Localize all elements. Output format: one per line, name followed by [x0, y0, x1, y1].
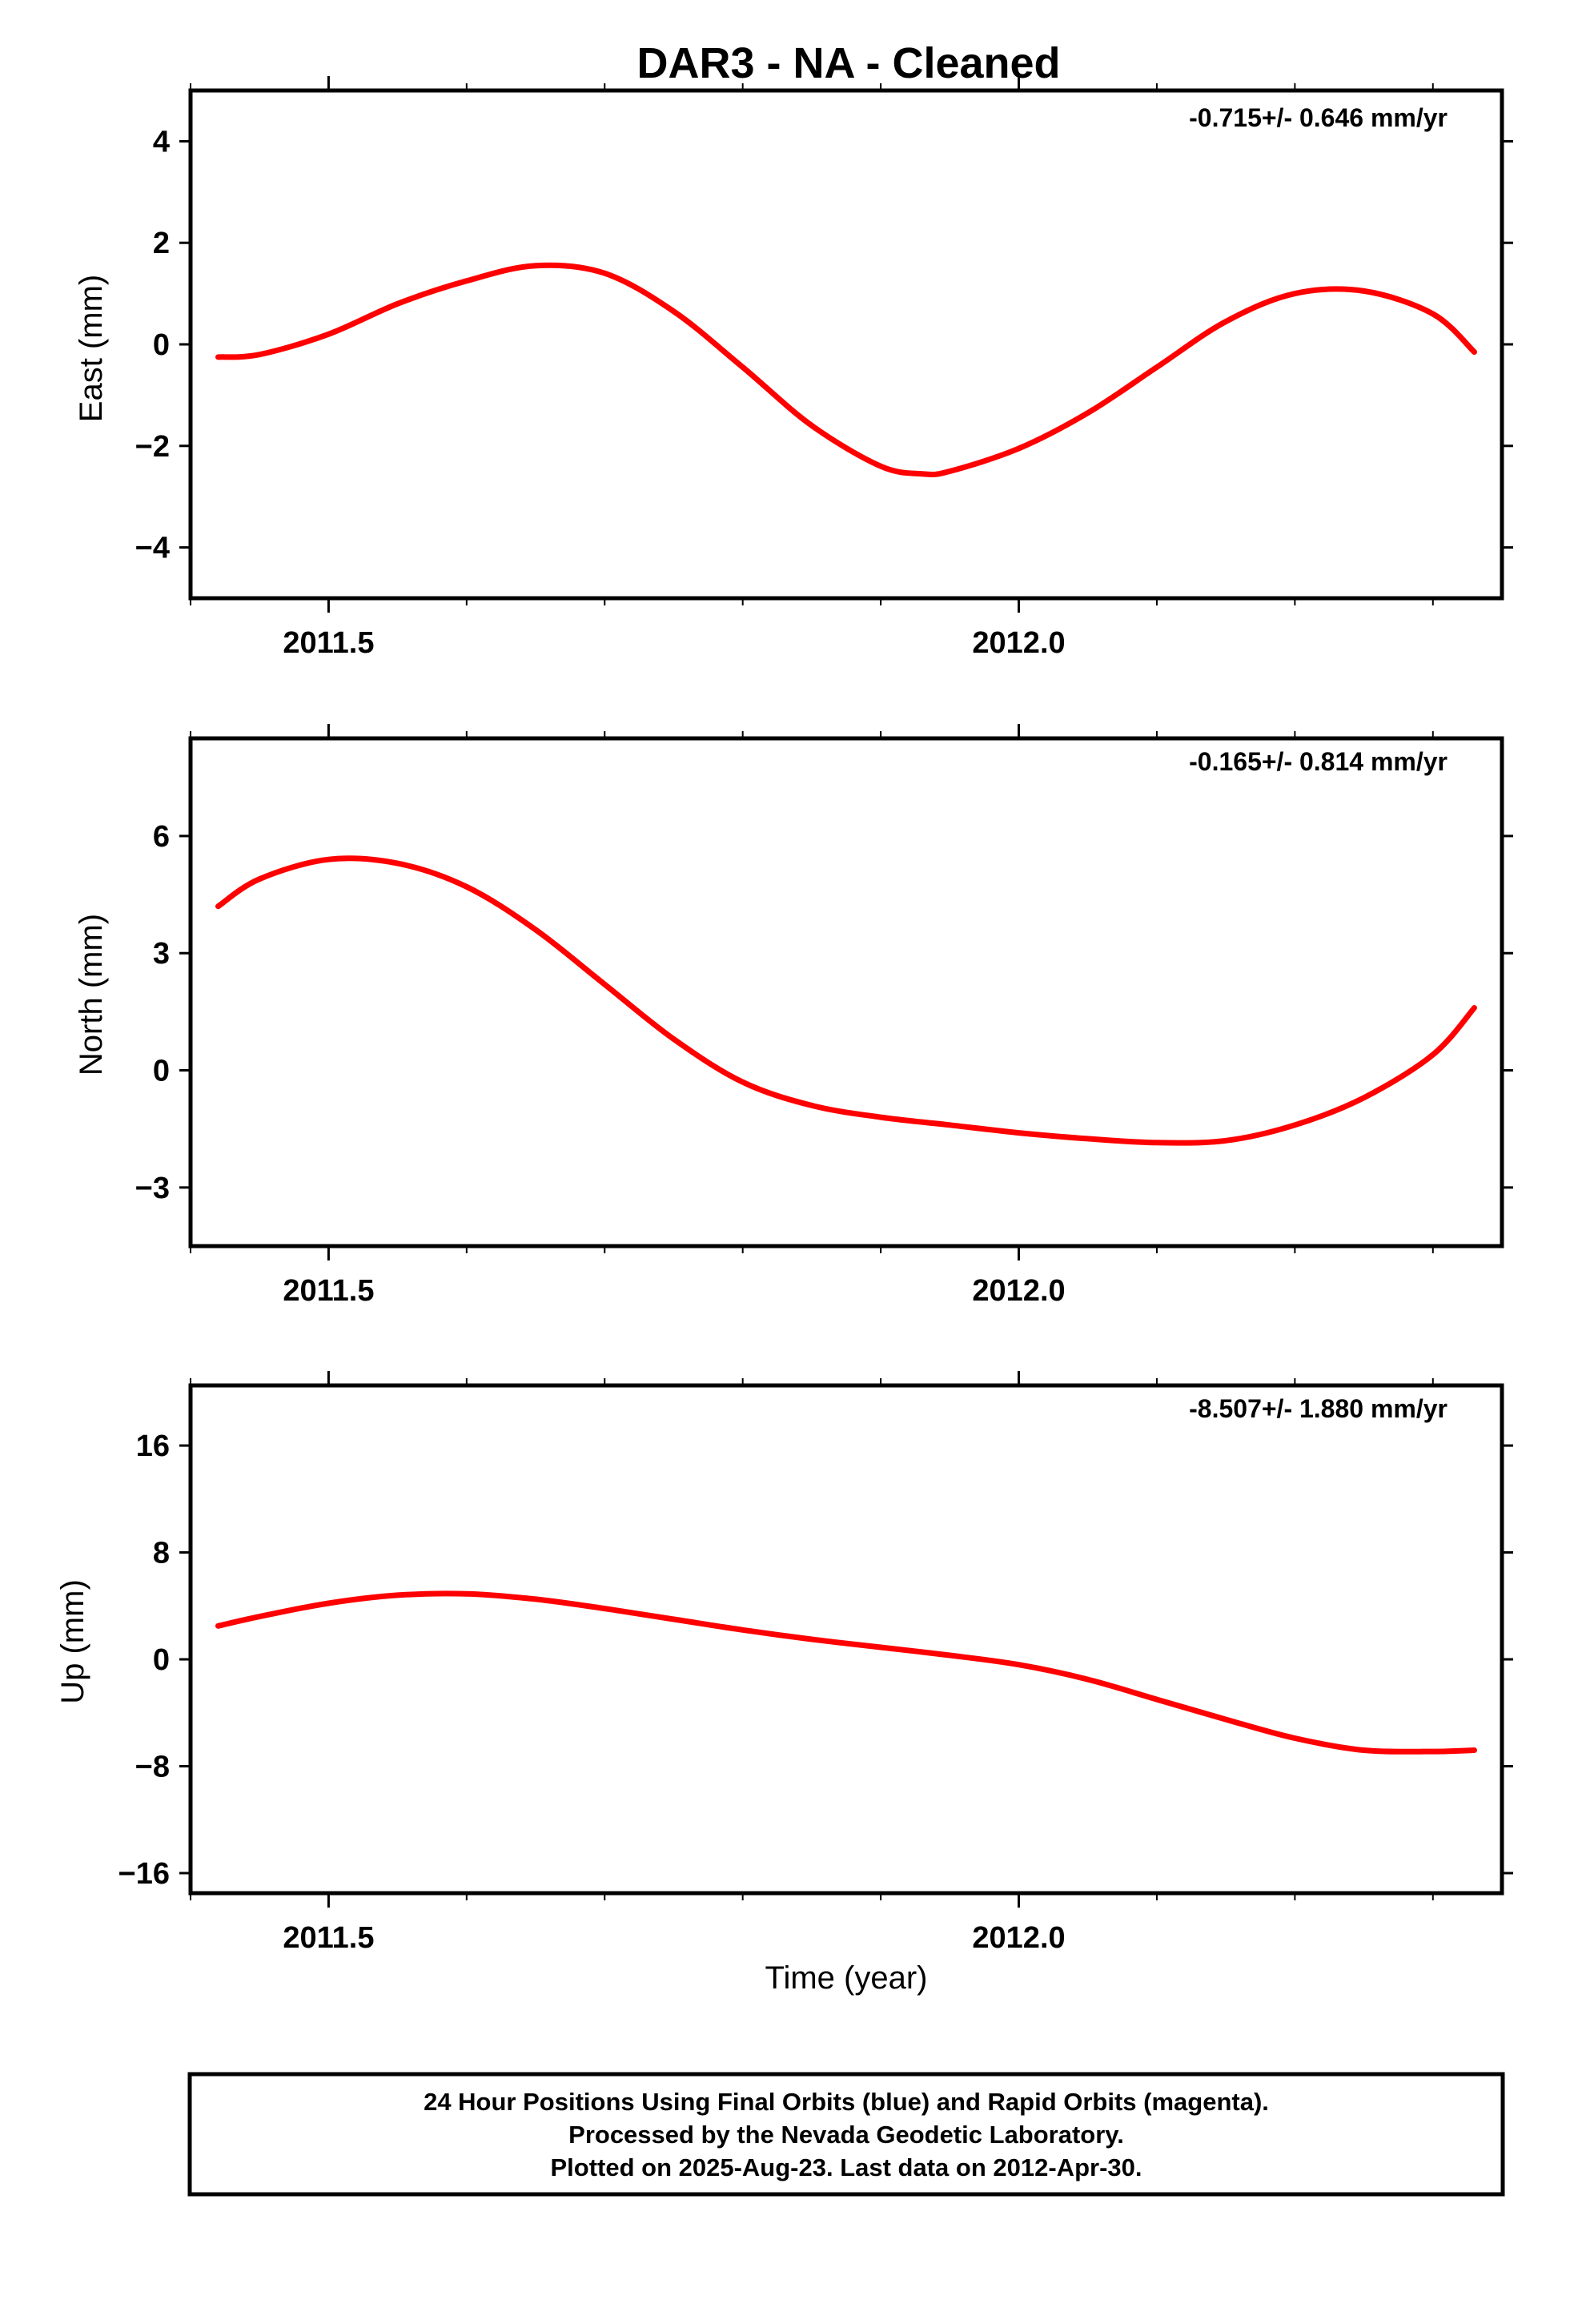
north-ytick-label: −3: [135, 1172, 170, 1205]
north-ytick-label: 6: [153, 820, 170, 854]
x-axis-label: Time (year): [765, 1960, 928, 1996]
up-xtick-label: 2012.0: [972, 1921, 1065, 1955]
east-xtick-label: 2012.0: [972, 626, 1065, 660]
east-panel: -0.715+/- 0.646 mm/yr East (mm): [74, 103, 1447, 422]
up-y-axis-label: Up (mm): [55, 1579, 90, 1704]
up-frame: [188, 1383, 1504, 1896]
north-plot-area: −3 0 3 6 2011.5 2012.0: [135, 724, 1513, 1308]
east-ytick-label: −2: [135, 430, 170, 464]
east-rate-label: -0.715+/- 0.646 mm/yr: [1189, 103, 1447, 132]
up-fit-line: [215, 1590, 1477, 1755]
east-ytick-label: 4: [153, 125, 170, 159]
east-ytick-label: −4: [135, 532, 170, 565]
footer-line-3: Plotted on 2025-Aug-23. Last data on 201…: [550, 2153, 1142, 2181]
east-ytick-label: 0: [153, 328, 170, 362]
north-xtick-label: 2012.0: [972, 1274, 1065, 1308]
east-fit-line: [215, 262, 1477, 478]
north-fit-line: [215, 855, 1477, 1146]
east-xtick-label: 2011.5: [283, 626, 374, 660]
east-y-axis-label: East (mm): [74, 275, 109, 422]
up-ytick-label: −8: [135, 1751, 170, 1784]
footer-box: 24 Hour Positions Using Final Orbits (bl…: [187, 2072, 1505, 2197]
up-ytick-label: 16: [136, 1429, 170, 1463]
up-rate-label: -8.507+/- 1.880 mm/yr: [1189, 1394, 1447, 1423]
up-xtick-label: 2011.5: [283, 1921, 374, 1955]
footer-line-1: 24 Hour Positions Using Final Orbits (bl…: [424, 2088, 1269, 2116]
up-panel: -8.507+/- 1.880 mm/yr Up (mm): [55, 1394, 1447, 1704]
up-plot-area: −16 −8 0 8 16 2011.5 2012.0: [118, 1371, 1513, 1955]
up-ytick-label: 8: [153, 1537, 170, 1570]
north-xtick-label: 2011.5: [283, 1274, 374, 1308]
north-y-axis-label: North (mm): [74, 914, 109, 1076]
figure-title: DAR3 - NA - Cleaned: [636, 39, 1060, 87]
north-ytick-label: 3: [153, 937, 170, 971]
up-ytick-label: −16: [118, 1857, 170, 1891]
north-frame: [188, 736, 1504, 1248]
footer-frame: [187, 2072, 1505, 2197]
north-ytick-label: 0: [153, 1055, 170, 1088]
north-panel: -0.165+/- 0.814 mm/yr North (mm): [74, 747, 1447, 1076]
east-plot-area: −4 −2 0 2 4 2011.5 2012.0: [135, 76, 1513, 660]
north-rate-label: -0.165+/- 0.814 mm/yr: [1189, 747, 1447, 776]
east-frame: [188, 88, 1504, 601]
footer-line-2: Processed by the Nevada Geodetic Laborat…: [568, 2121, 1124, 2149]
up-ytick-label: 0: [153, 1643, 170, 1677]
east-ytick-label: 2: [153, 227, 170, 260]
